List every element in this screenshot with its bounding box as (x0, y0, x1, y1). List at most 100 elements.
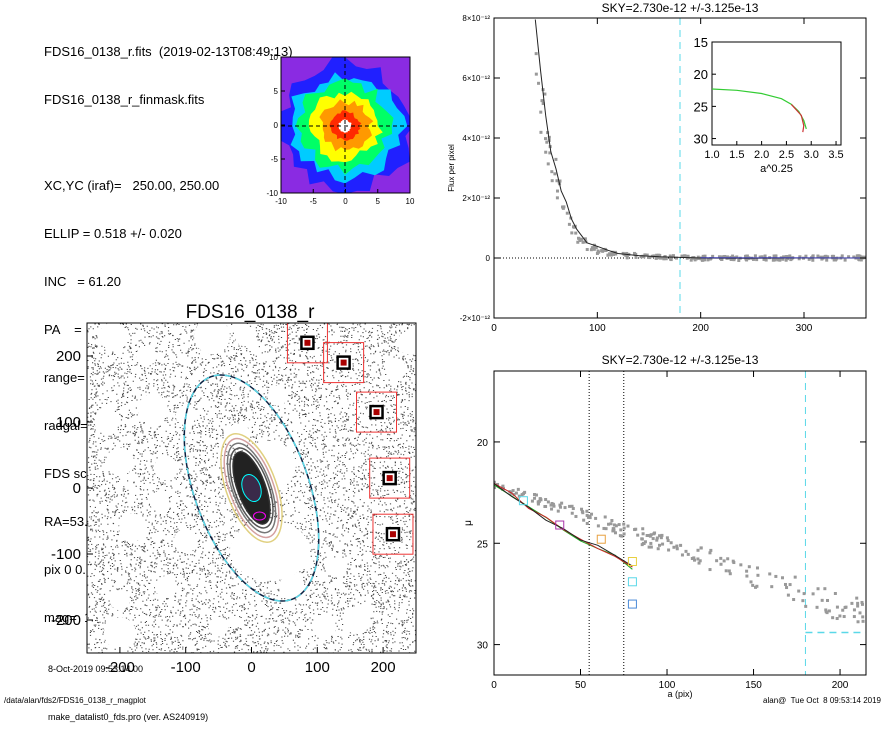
gal-ytick-label: 0 (73, 480, 81, 497)
mu-point (586, 522, 589, 525)
mu-point (653, 531, 656, 534)
thumb-xtick-label: 5 (376, 197, 381, 206)
mu-point (698, 562, 701, 565)
flux-point (576, 241, 579, 244)
mu-point (658, 544, 661, 547)
gal-xtick-label: -100 (171, 659, 201, 676)
flux-point (635, 256, 638, 259)
mu-point (626, 525, 629, 528)
mu-ylabel: μ (463, 520, 474, 526)
mu-point (614, 531, 617, 534)
mu-point (642, 532, 645, 535)
mu-point (648, 546, 651, 549)
mu-point (853, 608, 856, 611)
mu-point (670, 541, 673, 544)
mu-ytick-label: 30 (477, 641, 489, 652)
flux-xtick-label: 0 (491, 323, 497, 334)
mu-point (696, 549, 699, 552)
flux-ytick-label: 2×10⁻¹² (462, 194, 490, 203)
flux-xtick-label: 200 (692, 323, 709, 334)
mu-point (856, 602, 859, 605)
mask-blob (138, 394, 168, 424)
flux-point (789, 258, 792, 261)
mu-ytick-label: 20 (477, 438, 489, 449)
mask-blob (343, 606, 371, 634)
thumb-xtick-label: 10 (406, 197, 415, 206)
mu-point (748, 565, 751, 568)
mu-point (855, 597, 858, 600)
mu-point (739, 563, 742, 566)
inset-xlabel: a^0.25 (760, 163, 793, 175)
mu-point (539, 497, 542, 500)
mu-point (557, 510, 560, 513)
mu-point (657, 547, 660, 550)
flux-point (586, 248, 589, 251)
mu-point (517, 488, 520, 491)
mu-point (666, 536, 669, 539)
mu-point (857, 620, 860, 623)
mu-point (862, 620, 865, 623)
mu-point (538, 500, 541, 503)
mu-point (564, 506, 567, 509)
mu-point (551, 502, 554, 505)
flux-point (556, 196, 559, 199)
thumb-xtick-label: 0 (343, 197, 348, 206)
mu-point (533, 493, 536, 496)
mu-point (586, 514, 589, 517)
mask-blob (110, 590, 130, 610)
mu-point (831, 616, 834, 619)
footer-stamp: alan@ Tue Oct 8 09:53:14 2019 (763, 696, 881, 705)
mu-point (675, 545, 678, 548)
mu-point (785, 586, 788, 589)
mu-point (571, 505, 574, 508)
flux-point (773, 254, 776, 257)
mu-point (533, 497, 536, 500)
flux-point (577, 237, 580, 240)
mu-point (774, 575, 777, 578)
mu-point (751, 584, 754, 587)
mu-marker-box (628, 578, 636, 586)
mu-point (843, 615, 846, 618)
mu-point (550, 508, 553, 511)
mask-blob (386, 359, 406, 379)
gal-ytick-label: 100 (56, 414, 81, 431)
flux-point (737, 259, 740, 262)
mu-point (648, 534, 651, 537)
mu-profile-line (494, 483, 632, 567)
mu-point (544, 505, 547, 508)
mu-point (661, 543, 664, 546)
flux-ytick-label: -2×10⁻¹² (460, 314, 491, 323)
mu-point (787, 594, 790, 597)
flux-point (535, 52, 538, 55)
inset-xtick-label: 1.5 (729, 149, 744, 161)
flux-point (553, 172, 556, 175)
mu-point (715, 559, 718, 562)
flux-point (537, 82, 540, 85)
mu-point (745, 575, 748, 578)
gal-ytick-label: 200 (56, 348, 81, 365)
mu-point (732, 560, 735, 563)
gal-ytick-label: -100 (51, 546, 81, 563)
flux-ytick-label: 6×10⁻¹² (462, 74, 490, 83)
mu-xtick-label: 0 (491, 680, 497, 691)
mu-point (803, 592, 806, 595)
mu-point (667, 539, 670, 542)
mu-point (700, 546, 703, 549)
mu-marker-box (628, 600, 636, 608)
thumbnail-heatmap (273, 57, 414, 194)
mu-point (641, 538, 644, 541)
galaxy-image (87, 318, 421, 653)
mask-blob (174, 529, 198, 553)
mu-point (613, 523, 616, 526)
flux-point (816, 255, 819, 258)
star-core (304, 340, 310, 346)
mu-point (493, 486, 496, 489)
mask-blob (230, 521, 310, 581)
flux-point (690, 259, 693, 262)
flux-title: SKY=2.730e-12 +/-3.125e-13 (602, 1, 759, 15)
flux-point (670, 258, 673, 261)
flux-point (550, 170, 553, 173)
mu-point (571, 512, 574, 515)
gal-xtick-label: 0 (247, 659, 255, 676)
